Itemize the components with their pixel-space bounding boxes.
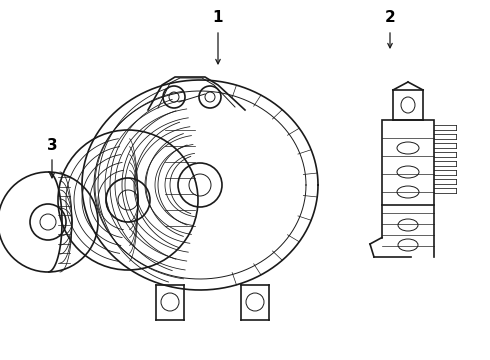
Text: 1: 1 [213, 10, 223, 26]
Text: 2: 2 [385, 10, 395, 26]
Text: 3: 3 [47, 138, 57, 153]
Bar [382, 120, 434, 205]
